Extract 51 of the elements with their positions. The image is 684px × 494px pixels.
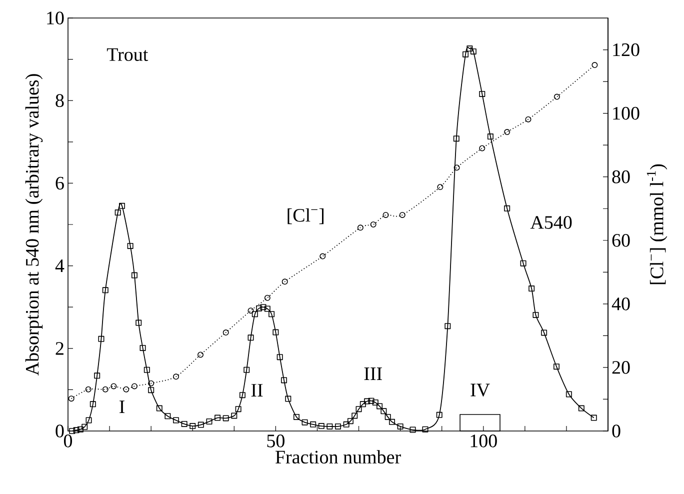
point [399,212,406,218]
y-tick-label: 10 [47,12,64,24]
y2-tick-label: 0 [612,424,620,438]
x-axis-title: Fraction number [275,450,401,464]
point [131,383,138,390]
point [525,116,532,122]
x-tick-label: 100 [470,434,497,448]
y-tick-label: 8 [56,94,64,108]
point [370,222,376,228]
point [320,253,326,260]
annotation: IV [470,384,490,396]
y2-tick-label: 40 [612,298,630,310]
point [479,145,486,152]
y2-tick-label: 120 [613,43,640,56]
y2-tick-label: 100 [613,106,640,120]
point [110,383,117,390]
x-tick-label: 0 [64,434,72,448]
y-tick-label: 0 [56,424,64,438]
point [198,352,204,358]
point [437,184,444,190]
point [173,374,179,380]
point [592,62,598,68]
point [148,380,154,386]
point [264,294,270,301]
point [382,212,389,218]
y2-tick-label: 80 [612,170,630,184]
annotation: II [251,384,263,397]
point [102,386,108,392]
series-label: [Cl$^{−}$] [288,208,324,224]
point [123,386,130,392]
annotation: I [120,400,124,414]
y2-tick-label: 60 [612,234,630,247]
point [504,129,510,136]
y-tick-label: 2 [56,342,64,355]
y-tick-label: 6 [56,176,64,190]
point [454,164,460,171]
y-tick-label: 4 [55,260,64,272]
point [68,396,74,402]
point [85,386,92,392]
point [357,224,364,231]
series-label: A540 [530,216,572,229]
point [554,94,560,100]
point [248,308,254,314]
annotation: III [364,368,382,380]
y-axis-title: Absorption at 540 nm (arbitrary values) [25,74,43,376]
y2-axis-title: [Cl$^{−}$] (mmol l$^{-1}$) [646,164,668,284]
y2-tick-label: 20 [612,361,630,374]
x-tick-label: 50 [267,434,284,448]
text: Trout [106,48,148,61]
point [282,278,288,285]
point [222,330,229,336]
